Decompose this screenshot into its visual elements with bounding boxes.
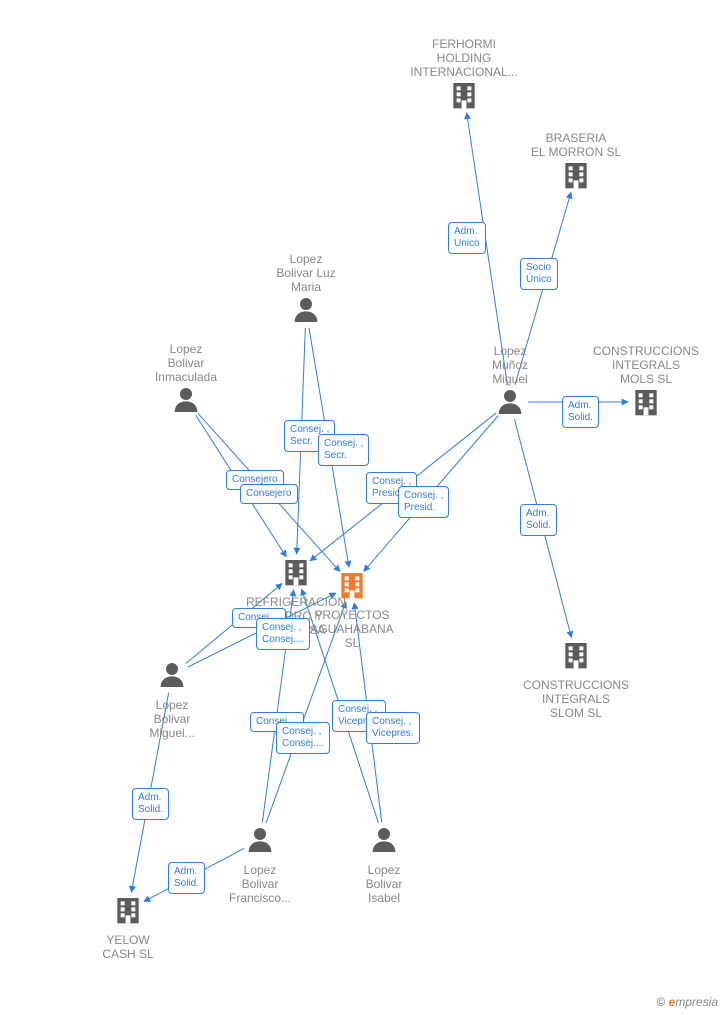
edge-label: Consej. , Consej.... [276,722,330,754]
node-label: Lopez Bolivar Miguel... [107,698,237,740]
node-label: Lopez Bolivar Francisco... [195,863,325,905]
node-yelow[interactable]: YELOW CASH SL [63,894,193,961]
watermark: © empresia [656,995,718,1009]
node-isabel[interactable]: Lopez Bolivar Isabel [319,824,449,905]
node-constrMols[interactable]: CONSTRUCCIONS INTEGRALS MOLS SL [581,342,711,423]
node-luzmaria[interactable]: Lopez Bolivar Luz Maria [241,250,371,331]
node-label: CONSTRUCCIONS INTEGRALS SLOM SL [511,678,641,720]
edge-label: Adm. Solid. [132,788,169,820]
node-label: FERHORMI HOLDING INTERNACIONAL... [399,37,529,79]
building-icon [560,159,592,196]
building-icon [280,556,312,593]
person-icon [368,824,400,861]
edge-label: Consej. , Vicepres. [366,712,420,744]
node-label: BRASERIA EL MORRON SL [511,131,641,159]
node-francisco[interactable]: Lopez Bolivar Francisco... [195,824,325,905]
edge-label: Adm. Solid. [520,504,557,536]
node-miguelB[interactable]: Lopez Bolivar Miguel... [107,659,237,740]
node-label: Lopez Bolivar Isabel [319,863,449,905]
building-icon [630,386,662,423]
edge-label: Consej. , Presid. [398,486,449,518]
node-label: Lopez Bolivar Inmaculada [121,342,251,384]
node-label: YELOW CASH SL [63,933,193,961]
building-icon [560,639,592,676]
person-icon [494,386,526,423]
node-label: Lopez Muñoz Miguel [445,344,575,386]
edge-label: Adm. Solid. [562,396,599,428]
node-label: CONSTRUCCIONS INTEGRALS MOLS SL [581,344,711,386]
building-icon [336,569,368,606]
person-icon [290,294,322,331]
edge-label: Adm. Unico [448,222,486,254]
node-inmaculada[interactable]: Lopez Bolivar Inmaculada [121,340,251,421]
edge-label: Socio Único [520,258,558,290]
edge-label: Adm. Solid. [168,862,205,894]
edge-label: Consej. , Consej.... [256,618,310,650]
node-braseria[interactable]: BRASERIA EL MORRON SL [511,129,641,196]
node-miguelM[interactable]: Lopez Muñoz Miguel [445,342,575,423]
edges-layer [0,0,728,1015]
edge-label: Consej. , Secr. [318,434,369,466]
building-icon [448,79,480,116]
copyright-symbol: © [656,995,665,1009]
edge-label: Consejero [240,484,298,504]
person-icon [170,384,202,421]
node-ferhormi[interactable]: FERHORMI HOLDING INTERNACIONAL... [399,35,529,116]
person-icon [244,824,276,861]
person-icon [156,659,188,696]
building-icon [112,894,144,931]
node-constrSlom[interactable]: CONSTRUCCIONS INTEGRALS SLOM SL [511,639,641,720]
node-label: Lopez Bolivar Luz Maria [241,252,371,294]
brand-rest: mpresia [675,995,718,1009]
